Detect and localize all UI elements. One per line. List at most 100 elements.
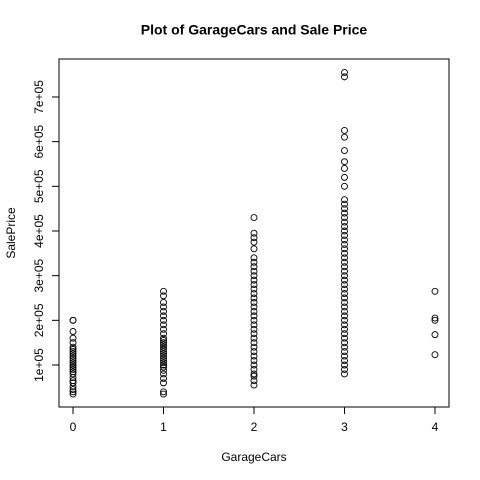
point bbox=[341, 276, 348, 284]
point bbox=[341, 352, 348, 360]
point bbox=[250, 214, 258, 222]
point bbox=[69, 368, 77, 376]
y-tick-label: 5e+05 bbox=[32, 169, 46, 203]
point bbox=[69, 361, 77, 369]
point bbox=[341, 343, 348, 351]
point bbox=[250, 229, 258, 237]
point bbox=[341, 173, 348, 181]
point bbox=[69, 357, 77, 364]
x-tick-label: 1 bbox=[160, 420, 167, 434]
point bbox=[341, 73, 348, 81]
point bbox=[250, 234, 258, 242]
point bbox=[341, 316, 348, 324]
point bbox=[250, 381, 258, 389]
point bbox=[69, 345, 77, 353]
point bbox=[250, 343, 258, 351]
point bbox=[160, 361, 167, 369]
point bbox=[341, 348, 348, 356]
x-tick-label: 4 bbox=[432, 420, 439, 434]
point bbox=[250, 303, 258, 311]
point bbox=[160, 330, 167, 338]
point bbox=[69, 359, 77, 367]
point bbox=[160, 292, 167, 300]
point bbox=[431, 287, 439, 295]
point bbox=[160, 303, 167, 311]
y-tick-label: 6e+05 bbox=[32, 124, 46, 158]
point bbox=[341, 299, 348, 306]
point bbox=[160, 345, 167, 353]
point bbox=[160, 370, 167, 378]
point bbox=[69, 377, 77, 385]
point bbox=[250, 272, 258, 280]
point bbox=[250, 290, 258, 297]
point bbox=[431, 316, 439, 324]
point bbox=[250, 334, 258, 342]
point bbox=[160, 336, 167, 344]
point bbox=[160, 339, 167, 347]
x-tick-label: 0 bbox=[70, 420, 77, 434]
point bbox=[69, 316, 77, 324]
point bbox=[160, 379, 167, 387]
point bbox=[69, 390, 77, 398]
point bbox=[341, 370, 348, 378]
point bbox=[69, 379, 77, 387]
point bbox=[341, 312, 348, 320]
point bbox=[69, 366, 77, 373]
point bbox=[250, 366, 258, 373]
point bbox=[341, 258, 348, 266]
point bbox=[69, 370, 77, 378]
point bbox=[69, 348, 77, 356]
point bbox=[250, 377, 258, 385]
point bbox=[160, 366, 167, 374]
y-tick-label: 2e+05 bbox=[32, 303, 46, 337]
point bbox=[250, 372, 258, 380]
point bbox=[341, 214, 348, 222]
point bbox=[341, 321, 348, 329]
point bbox=[341, 281, 348, 289]
point bbox=[250, 370, 258, 378]
point bbox=[341, 357, 348, 364]
point bbox=[160, 357, 167, 364]
point bbox=[431, 314, 439, 322]
point bbox=[160, 316, 167, 324]
point bbox=[341, 263, 348, 271]
point bbox=[250, 321, 258, 329]
point bbox=[341, 330, 348, 338]
point bbox=[250, 267, 258, 275]
point bbox=[160, 354, 167, 362]
point bbox=[341, 249, 348, 257]
point bbox=[250, 352, 258, 360]
point bbox=[250, 238, 258, 246]
point bbox=[69, 354, 77, 362]
point bbox=[160, 390, 167, 398]
point bbox=[250, 254, 258, 262]
point bbox=[431, 331, 439, 339]
point bbox=[250, 357, 258, 364]
point bbox=[341, 205, 348, 213]
point bbox=[341, 236, 348, 244]
point bbox=[250, 316, 258, 324]
point bbox=[341, 68, 348, 76]
point bbox=[160, 374, 167, 382]
point bbox=[341, 303, 348, 311]
chart-title: Plot of GarageCars and Sale Price bbox=[141, 22, 368, 38]
x-tick-label: 3 bbox=[341, 420, 348, 434]
x-axis-label: GarageCars bbox=[221, 450, 286, 464]
point bbox=[250, 245, 258, 253]
point bbox=[341, 227, 348, 235]
point bbox=[160, 325, 167, 333]
point bbox=[250, 263, 258, 271]
point bbox=[250, 361, 258, 369]
point bbox=[341, 245, 348, 253]
point bbox=[341, 254, 348, 262]
point bbox=[160, 348, 167, 356]
point bbox=[69, 343, 77, 351]
point bbox=[250, 325, 258, 333]
y-tick-label: 1e+05 bbox=[32, 348, 46, 382]
point bbox=[341, 334, 348, 342]
point bbox=[160, 341, 167, 349]
point bbox=[250, 348, 258, 356]
point bbox=[341, 133, 348, 141]
point bbox=[160, 343, 167, 351]
point bbox=[341, 285, 348, 293]
